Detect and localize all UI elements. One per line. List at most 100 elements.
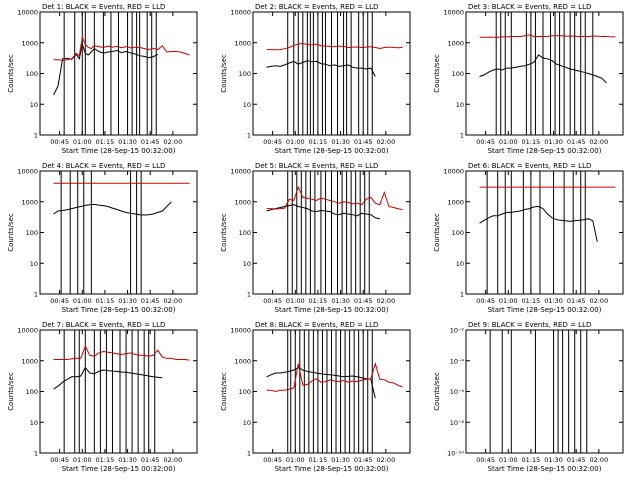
- panel-title: Det 4: BLACK = Events, RED = LLD: [42, 162, 165, 170]
- y-axis-label: Counts/sec: [220, 54, 228, 93]
- x-tick-label: 01:00: [73, 456, 92, 464]
- plot-frame: [39, 170, 198, 295]
- x-tick-label: 01:30: [118, 297, 137, 305]
- y-tick-label: 100: [239, 229, 251, 237]
- y-tick-label: 1: [460, 291, 464, 299]
- panel-title: Det 5: BLACK = Events, RED = LLD: [255, 162, 378, 170]
- x-axis-label: Start Time (28-Sep-15 00:32:00): [275, 465, 389, 473]
- x-tick-label: 00:45: [50, 456, 69, 464]
- x-tick-label: 01:45: [141, 456, 160, 464]
- x-axis-label: Start Time (28-Sep-15 00:32:00): [275, 147, 389, 155]
- y-tick-label: 100: [452, 229, 464, 237]
- x-axis-label: Start Time (28-Sep-15 00:32:00): [62, 465, 176, 473]
- y-tick-label: 10: [243, 260, 251, 268]
- series-events-line: [53, 366, 163, 390]
- x-tick-label: 01:45: [354, 456, 373, 464]
- y-tick-label: 100: [26, 70, 38, 78]
- x-tick-label: 01:00: [499, 456, 518, 464]
- x-tick-label: 01:15: [309, 138, 328, 146]
- x-tick-label: 01:00: [286, 138, 305, 146]
- x-tick-label: 02:00: [589, 297, 608, 305]
- x-tick-label: 00:45: [476, 297, 495, 305]
- panel-det-7: Det 7: BLACK = Events, RED = LLD 1 10 100 10…: [7, 321, 198, 473]
- series-events-line: [53, 201, 172, 216]
- x-tick-label: 01:45: [354, 138, 373, 146]
- x-tick-label: 01:00: [286, 297, 305, 305]
- panel-det-1: Det 1: BLACK = Events, RED = LLD 1 10 100 10…: [7, 3, 198, 155]
- panel-title: Det 1: BLACK = Events, RED = LLD: [42, 3, 165, 11]
- y-tick-label: 10⁻⁴: [450, 357, 465, 365]
- panel-title: Det 3: BLACK = Events, RED = LLD: [468, 3, 591, 11]
- y-tick-label: 1: [34, 291, 38, 299]
- series-events-line: [266, 204, 380, 220]
- x-axis-label: Start Time (28-Sep-15 00:32:00): [488, 306, 602, 314]
- panel-det-2: Det 2: BLACK = Events, RED = LLD 1 10 100 10…: [220, 3, 411, 155]
- x-tick-label: 01:45: [141, 138, 160, 146]
- plot-frame: [39, 329, 198, 454]
- x-tick-label: 02:00: [589, 456, 608, 464]
- y-axis-label: Counts/sec: [433, 372, 441, 411]
- y-tick-label: 1000: [234, 357, 251, 365]
- x-tick-label: 01:15: [96, 138, 115, 146]
- panel-title: Det 8: BLACK = Events, RED = LLD: [255, 321, 378, 329]
- x-axis-label: Start Time (28-Sep-15 00:32:00): [488, 465, 602, 473]
- y-tick-label: 10: [243, 101, 251, 109]
- x-tick-label: 02:00: [589, 138, 608, 146]
- y-tick-label: 1000: [21, 39, 38, 47]
- y-tick-label: 1000: [447, 39, 464, 47]
- y-tick-label: 10000: [443, 9, 464, 17]
- x-tick-label: 01:00: [73, 138, 92, 146]
- panel-det-5: Det 5: BLACK = Events, RED = LLD 1 10 100 10…: [220, 162, 411, 314]
- x-tick-label: 00:45: [263, 456, 282, 464]
- series-events-line: [479, 205, 598, 242]
- series-lld-line: [53, 344, 190, 361]
- x-tick-label: 01:15: [96, 297, 115, 305]
- x-tick-label: 01:00: [286, 456, 305, 464]
- y-tick-label: 100: [239, 70, 251, 78]
- series-events-line: [53, 42, 159, 96]
- plot-frame: [465, 11, 624, 136]
- series-events-line: [266, 60, 376, 77]
- y-tick-label: 10: [243, 419, 251, 427]
- y-tick-label: 10⁻⁶: [450, 388, 465, 396]
- y-tick-label: 10⁻¹⁰: [447, 450, 464, 458]
- y-tick-label: 1000: [21, 357, 38, 365]
- y-tick-label: 10⁻²: [450, 327, 465, 335]
- y-axis-label: Counts/sec: [433, 213, 441, 252]
- x-tick-label: 01:00: [73, 297, 92, 305]
- x-axis-label: Start Time (28-Sep-15 00:32:00): [275, 306, 389, 314]
- series-lld-line: [266, 185, 403, 211]
- y-tick-label: 1: [460, 132, 464, 140]
- panel-title: Det 2: BLACK = Events, RED = LLD: [255, 3, 378, 11]
- y-tick-label: 10: [30, 101, 38, 109]
- x-tick-label: 00:45: [263, 297, 282, 305]
- x-tick-label: 02:00: [163, 138, 182, 146]
- x-axis-label: Start Time (28-Sep-15 00:32:00): [62, 147, 176, 155]
- y-tick-label: 100: [239, 388, 251, 396]
- x-tick-label: 02:00: [376, 138, 395, 146]
- series-lld-line: [266, 42, 403, 51]
- y-tick-label: 10000: [230, 168, 251, 176]
- x-tick-label: 01:45: [141, 297, 160, 305]
- y-axis-label: Counts/sec: [220, 372, 228, 411]
- x-tick-label: 01:15: [309, 456, 328, 464]
- panel-det-9: Det 9: BLACK = Events, RED = LLD 10⁻¹⁰ 10⁻…: [433, 321, 624, 473]
- panel-det-8: Det 8: BLACK = Events, RED = LLD 1 10 100 10…: [220, 321, 411, 473]
- x-axis-label: Start Time (28-Sep-15 00:32:00): [488, 147, 602, 155]
- y-tick-label: 10: [456, 260, 464, 268]
- x-tick-label: 01:30: [118, 456, 137, 464]
- y-tick-label: 10000: [17, 168, 38, 176]
- series-events-line: [266, 367, 376, 399]
- y-tick-label: 1000: [447, 198, 464, 206]
- x-tick-label: 01:45: [567, 138, 586, 146]
- y-tick-label: 10000: [230, 327, 251, 335]
- x-tick-label: 02:00: [376, 456, 395, 464]
- y-tick-label: 10000: [17, 9, 38, 17]
- x-tick-label: 01:15: [96, 456, 115, 464]
- y-tick-label: 100: [26, 388, 38, 396]
- x-tick-label: 01:30: [544, 456, 563, 464]
- panel-det-3: Det 3: BLACK = Events, RED = LLD 1 10 100 10…: [433, 3, 624, 155]
- x-tick-label: 01:45: [567, 456, 586, 464]
- plot-frame: [465, 329, 624, 454]
